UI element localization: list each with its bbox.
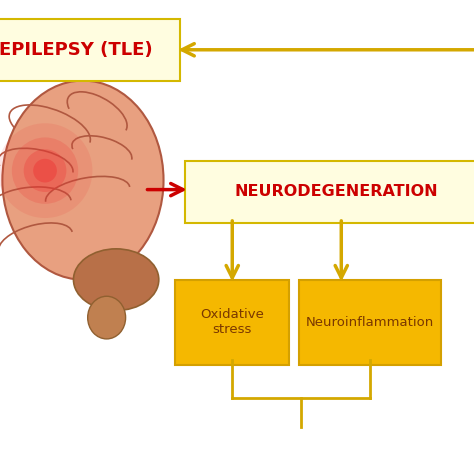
Circle shape [12,137,78,204]
Circle shape [24,149,66,192]
Text: Neuroinflammation: Neuroinflammation [306,316,434,329]
Ellipse shape [2,81,164,280]
FancyBboxPatch shape [299,280,441,365]
Circle shape [33,159,57,182]
FancyBboxPatch shape [175,280,289,365]
Text: EPILEPSY (TLE): EPILEPSY (TLE) [0,41,153,59]
FancyBboxPatch shape [0,19,180,81]
Ellipse shape [73,249,159,310]
Text: Oxidative
stress: Oxidative stress [201,308,264,337]
FancyBboxPatch shape [185,161,474,223]
Text: NEURODEGENERATION: NEURODEGENERATION [235,184,438,200]
Circle shape [0,123,92,218]
Ellipse shape [88,296,126,339]
